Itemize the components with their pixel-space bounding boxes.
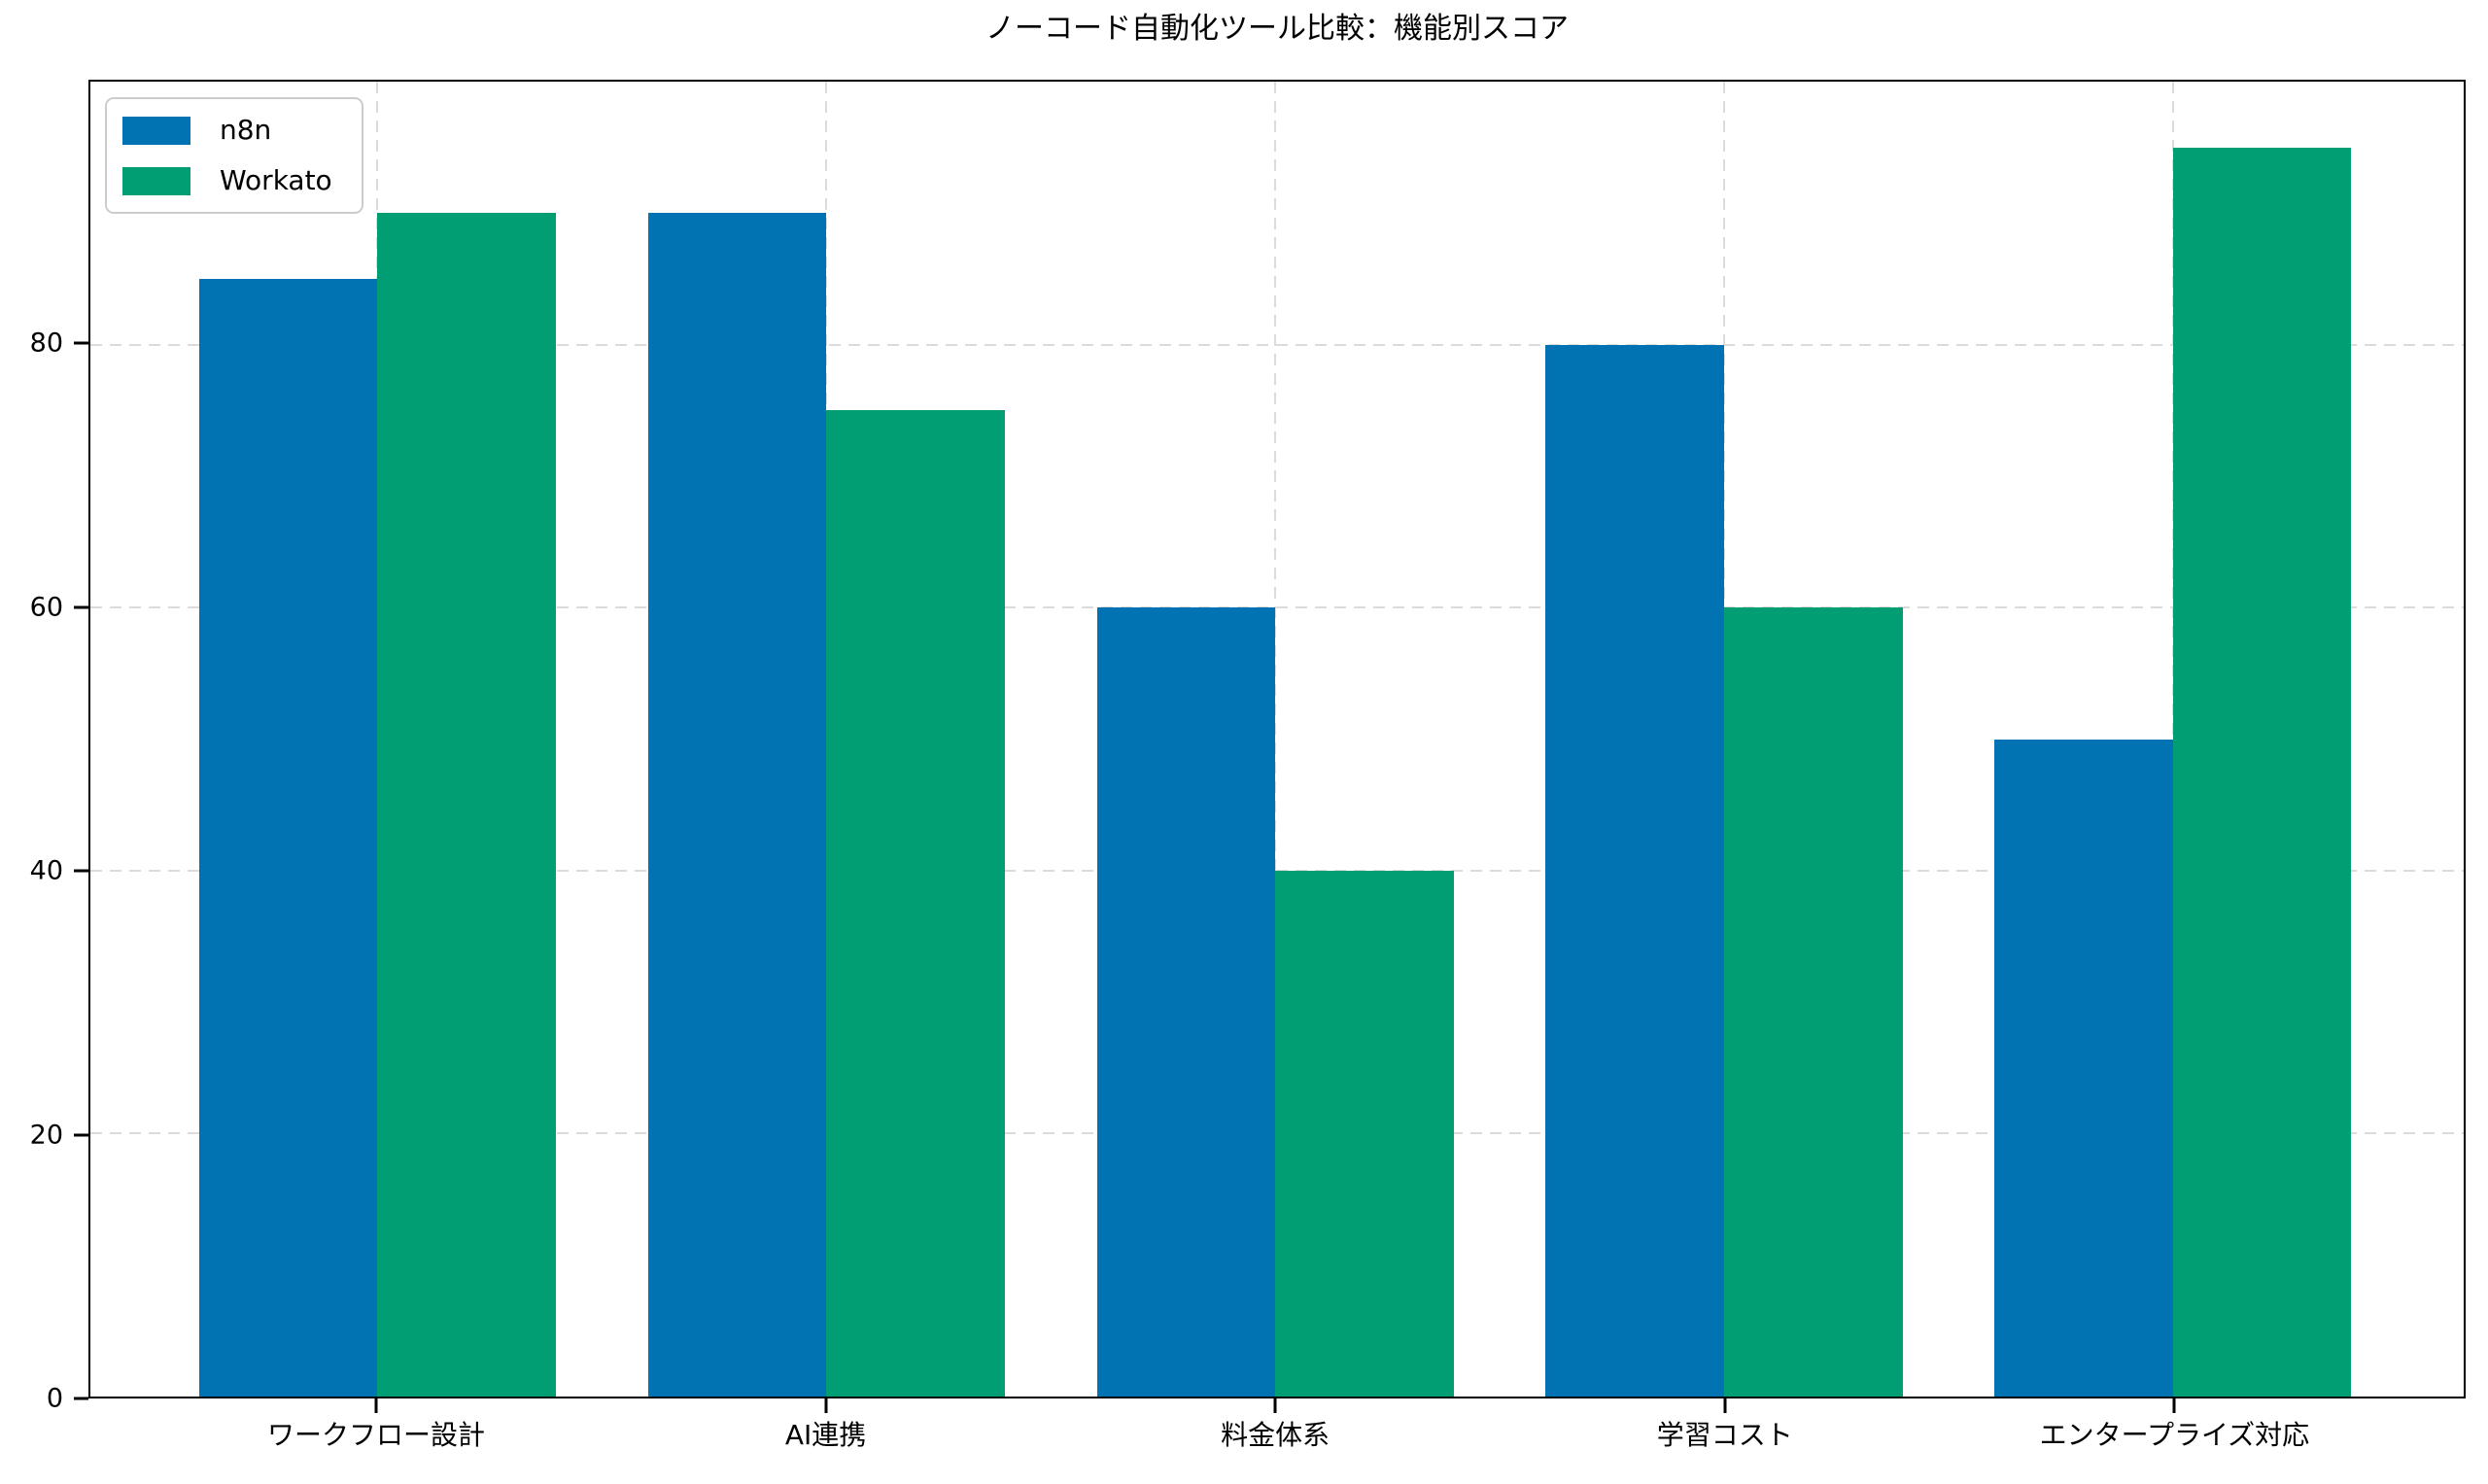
x-tick-label-1: AI連携 (784, 1419, 867, 1451)
y-tick-label: 0 (46, 1383, 63, 1414)
y-tick-mark (74, 869, 88, 873)
x-tick-mark (824, 1398, 828, 1413)
x-tick-label-3: 学習コスト (1656, 1419, 1793, 1451)
bar-n8n-0 (198, 278, 378, 1397)
y-tick-label: 80 (29, 328, 63, 359)
y-tick-mark (74, 1133, 88, 1137)
plot-area: n8n Workato (88, 80, 2466, 1398)
y-tick-label: 20 (29, 1120, 63, 1151)
legend: n8n Workato (105, 97, 363, 215)
bar-workato-1 (826, 410, 1005, 1397)
bar-n8n-4 (1994, 739, 2173, 1397)
bar-n8n-1 (647, 213, 827, 1397)
x-tick-mark (1273, 1398, 1277, 1413)
x-axis: ワークフロー設計 AI連携 料金体系 学習コスト エンタープライズ対応 (88, 1398, 2466, 1467)
x-tick-label-0: ワークフロー設計 (266, 1419, 485, 1451)
bar-workato-4 (2172, 147, 2352, 1397)
legend-swatch-n8n (122, 116, 190, 145)
bar-workato-0 (377, 213, 557, 1397)
y-tick-label: 60 (29, 592, 63, 623)
bar-n8n-3 (1545, 344, 1724, 1397)
y-axis: 0 20 40 60 80 (0, 80, 88, 1412)
x-tick-mark (1723, 1398, 1727, 1413)
horizontal-gridline (90, 606, 2464, 609)
legend-label: n8n (220, 114, 272, 146)
x-tick-label-4: エンタープライズ対応 (2039, 1419, 2310, 1451)
x-tick-label-2: 料金体系 (1221, 1419, 1330, 1451)
y-tick-mark (74, 605, 88, 609)
legend-item-workato: Workato (122, 164, 332, 197)
bar-workato-3 (1724, 607, 1903, 1397)
bar-workato-2 (1275, 870, 1454, 1397)
y-tick-mark (74, 1397, 88, 1400)
bars-layer (90, 82, 2464, 1397)
legend-item-n8n: n8n (122, 114, 332, 146)
y-tick-mark (74, 341, 88, 345)
legend-swatch-workato (122, 166, 190, 195)
y-tick-label: 40 (29, 855, 63, 886)
x-tick-mark (374, 1398, 378, 1413)
legend-label: Workato (220, 164, 332, 197)
horizontal-gridline (90, 343, 2464, 346)
x-tick-mark (2172, 1398, 2176, 1413)
bar-n8n-2 (1096, 607, 1276, 1397)
chart-title: ノーコード自動化ツール比較：機能別スコア (985, 12, 1569, 46)
vertical-gridline (1274, 82, 1277, 1397)
